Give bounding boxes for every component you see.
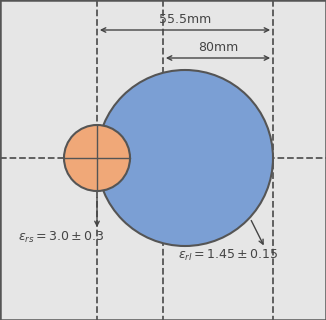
Text: 55.5mm: 55.5mm [159,13,211,26]
Text: $\varepsilon_{rs} = 3.0 \pm 0.3$: $\varepsilon_{rs} = 3.0 \pm 0.3$ [18,230,105,245]
Circle shape [64,125,130,191]
Text: $\varepsilon_{rl} = 1.45 \pm 0.15$: $\varepsilon_{rl} = 1.45 \pm 0.15$ [178,248,278,263]
Circle shape [97,70,273,246]
Text: 80mm: 80mm [198,41,238,54]
